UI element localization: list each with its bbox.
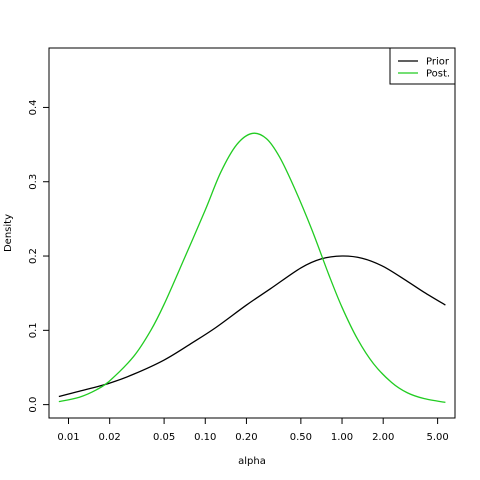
series-line-prior [58,255,446,398]
plot-frame [48,47,456,419]
y-tick-label: 0.1 [28,322,39,338]
legend-label: Post. [426,69,450,80]
legend-label: Prior [426,57,450,68]
legend-box [389,47,456,85]
y-tick-label: 0.3 [28,174,39,190]
y-axis-label: Density [3,214,14,252]
x-tick-label: 5.00 [426,432,448,443]
x-axis: 0.01 0.02 0.05 0.10 0.20 0.50 1.00 2.00 5.00 [57,418,449,443]
y-tick-label: 0.2 [28,248,39,264]
x-tick-label: 0.01 [57,432,79,443]
series-line-post [58,132,446,404]
x-axis-label: alpha [238,456,266,467]
y-tick-label: 0.0 [28,397,39,413]
x-tick-label: 2.00 [372,432,394,443]
series-layer [58,132,446,404]
x-tick-label: 0.10 [194,432,216,443]
y-axis: 0.0 0.1 0.2 0.3 0.4 [28,99,49,413]
x-tick-label: 0.02 [99,432,121,443]
x-tick-label: 0.05 [153,432,175,443]
y-tick-label: 0.4 [28,99,39,115]
x-tick-label: 0.50 [290,432,312,443]
x-tick-label: 0.20 [235,432,257,443]
x-tick-label: 1.00 [331,432,353,443]
